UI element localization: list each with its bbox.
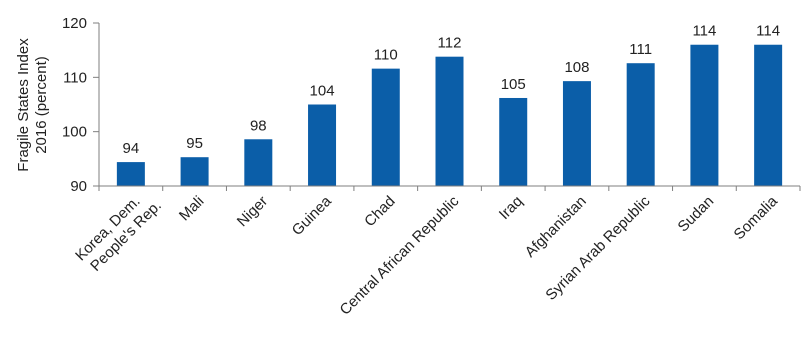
x-tick-label-line: Chad — [361, 193, 398, 230]
x-tick-label: Niger — [234, 193, 271, 230]
y-axis-title-line: 2016 (percent) — [33, 56, 50, 154]
x-tick-labels: Korea, Dem.People's Rep. Mali Niger Guinea C… — [72, 184, 782, 318]
bar — [562, 81, 591, 186]
x-tick-label: Mali — [176, 193, 207, 224]
y-axis: 90 100 110 120 — [62, 15, 100, 195]
y-tick-label: 120 — [62, 15, 87, 32]
bars — [116, 44, 783, 186]
data-label: 112 — [438, 35, 462, 52]
x-tick-label-line: Iraq — [496, 193, 526, 223]
data-labels: 94 95 98 104 110 112 105 108 111 114 114 — [123, 23, 781, 157]
x-tick-label-line: Afghanistan — [522, 193, 590, 261]
y-tick-label: 110 — [63, 69, 87, 86]
x-tick-label: Somalia — [731, 192, 782, 243]
x-tick-label-line: Mali — [176, 193, 207, 224]
data-label: 95 — [186, 135, 203, 152]
data-label: 114 — [756, 23, 780, 40]
bar — [180, 157, 209, 186]
bar — [626, 63, 655, 186]
bar — [308, 104, 337, 186]
y-axis-title-line: Fragile States Index — [15, 38, 32, 172]
x-tick-label: Sudan — [675, 193, 718, 236]
bar — [371, 68, 400, 186]
x-tick-label: Iraq — [496, 193, 526, 223]
bar — [754, 44, 783, 186]
y-axis-title: Fragile States Index2016 (percent) — [15, 38, 50, 172]
data-label: 110 — [374, 47, 398, 64]
y-tick-label: 100 — [62, 124, 87, 141]
data-label: 114 — [692, 23, 716, 40]
data-label: 94 — [123, 140, 140, 157]
x-tick-label-line: Syrian Arab Republic — [542, 192, 653, 303]
bar — [499, 97, 528, 186]
data-label: 105 — [501, 76, 526, 93]
x-tick-label: Korea, Dem.People's Rep. — [72, 184, 165, 277]
bar — [690, 44, 719, 186]
data-label: 98 — [250, 117, 267, 134]
data-label: 111 — [629, 41, 652, 58]
bar — [116, 162, 145, 186]
y-axis-label: Fragile States Index2016 (percent) — [15, 38, 50, 172]
x-tick-label: Chad — [361, 193, 398, 230]
bar — [244, 139, 273, 186]
x-tick-label: Central African Republic — [337, 192, 463, 318]
x-tick-label-line: Niger — [234, 193, 271, 230]
x-tick-label-line: Central African Republic — [337, 192, 463, 318]
x-tick-label-line: Somalia — [731, 192, 782, 243]
data-label: 104 — [310, 83, 335, 100]
y-tick-label: 90 — [70, 178, 87, 195]
x-axis — [98, 185, 801, 191]
x-tick-label: Syrian Arab Republic — [542, 192, 653, 303]
x-tick-label-line: Sudan — [675, 193, 718, 236]
x-tick-label-line: Guinea — [289, 192, 336, 239]
data-label: 108 — [564, 59, 589, 76]
bar — [435, 56, 464, 186]
x-tick-label: Afghanistan — [522, 193, 590, 261]
x-tick-label: Guinea — [289, 192, 336, 239]
